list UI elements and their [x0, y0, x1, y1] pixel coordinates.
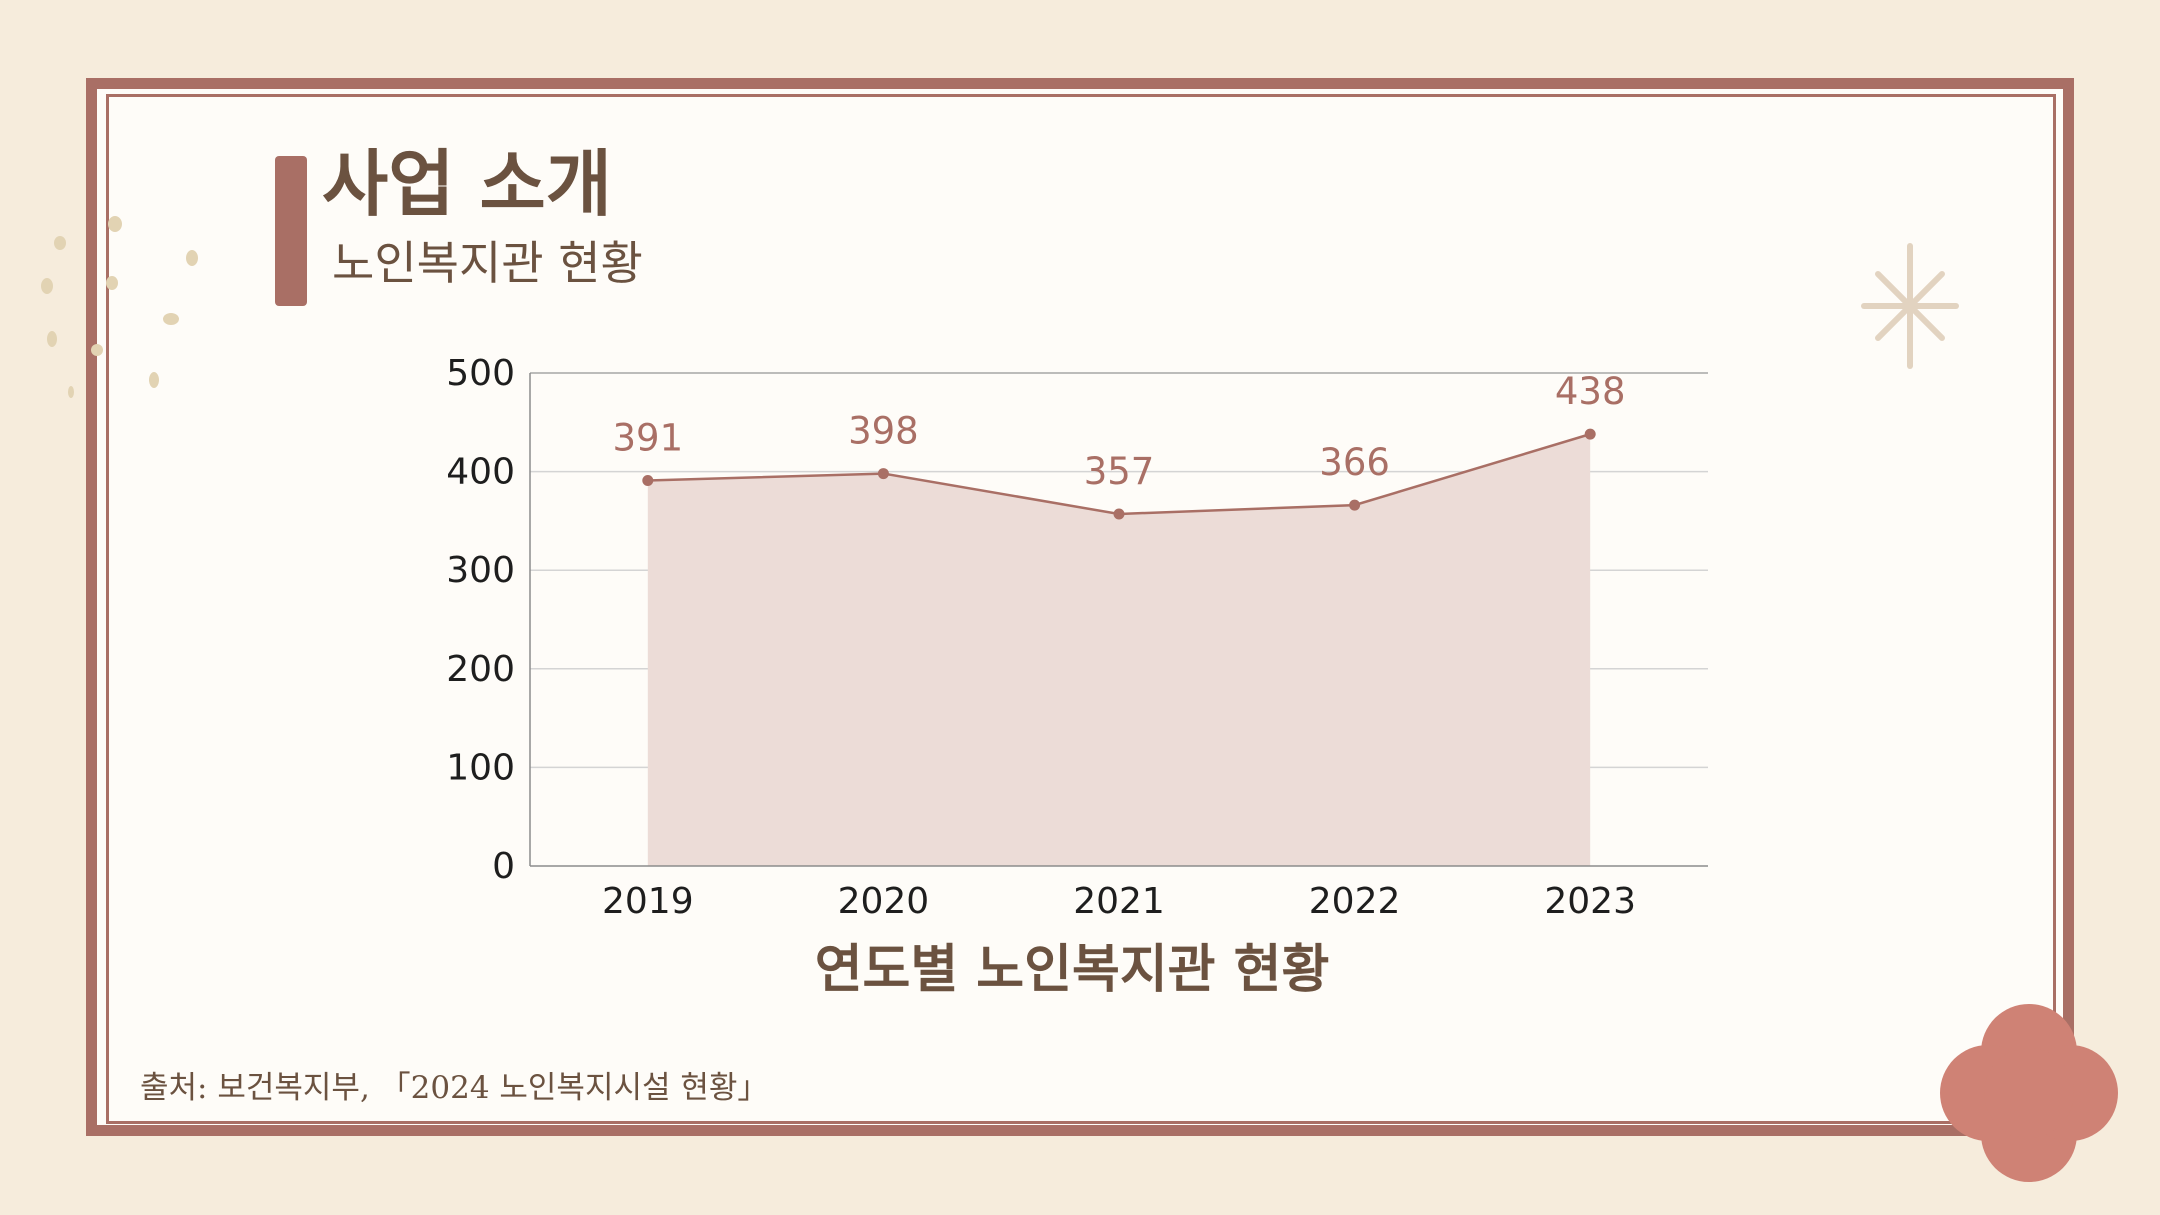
data-point-2021 [1113, 508, 1125, 520]
data-point-2019 [642, 474, 654, 486]
x-tick-label-2020: 2020 [838, 881, 930, 922]
sparkle-icon [1861, 243, 1959, 369]
y-tick-label-0: 0 [492, 846, 515, 887]
x-tick-label-2019: 2019 [602, 881, 694, 922]
y-tick-label-100: 100 [446, 747, 515, 788]
data-label-2019: 391 [612, 416, 683, 459]
page-subtitle: 노인복지관 현황 [332, 236, 643, 290]
axes [529, 373, 1708, 867]
page-title: 사업 소개 [322, 141, 613, 226]
flower-icon [1940, 1004, 2118, 1182]
y-axis-ticks: 0 100 200 300 400 500 [446, 353, 515, 887]
source-note: 출처: 보건복지부, 「2024 노인복지시설 현황」 [140, 1070, 769, 1106]
y-tick-label-200: 200 [446, 649, 515, 690]
data-label-2020: 398 [848, 410, 919, 453]
x-tick-label-2023: 2023 [1544, 881, 1636, 922]
x-tick-label-2022: 2022 [1309, 881, 1401, 922]
y-tick-label-500: 500 [446, 353, 515, 394]
x-axis-title: 연도별 노인복지관 현황 [815, 940, 1330, 1000]
series-area-fill [647, 434, 1591, 866]
data-point-2022 [1349, 499, 1361, 511]
scattered-dots-icon [41, 216, 198, 398]
x-axis-ticks: 2019 2020 2021 2022 2023 [602, 881, 1636, 922]
y-tick-label-300: 300 [446, 550, 515, 591]
data-point-2020 [877, 468, 889, 480]
title-accent-bar [275, 156, 307, 306]
data-labels: 391 398 357 366 438 [612, 370, 1625, 493]
inner-frame [106, 94, 2056, 1124]
data-label-2022: 366 [1319, 441, 1390, 484]
x-tick-label-2021: 2021 [1073, 881, 1165, 922]
data-point-2023 [1584, 428, 1596, 440]
series-area [647, 432, 1591, 866]
data-label-2021: 357 [1084, 450, 1155, 493]
y-tick-label-400: 400 [446, 452, 515, 493]
data-points [642, 428, 1596, 520]
data-label-2023: 438 [1555, 370, 1626, 413]
